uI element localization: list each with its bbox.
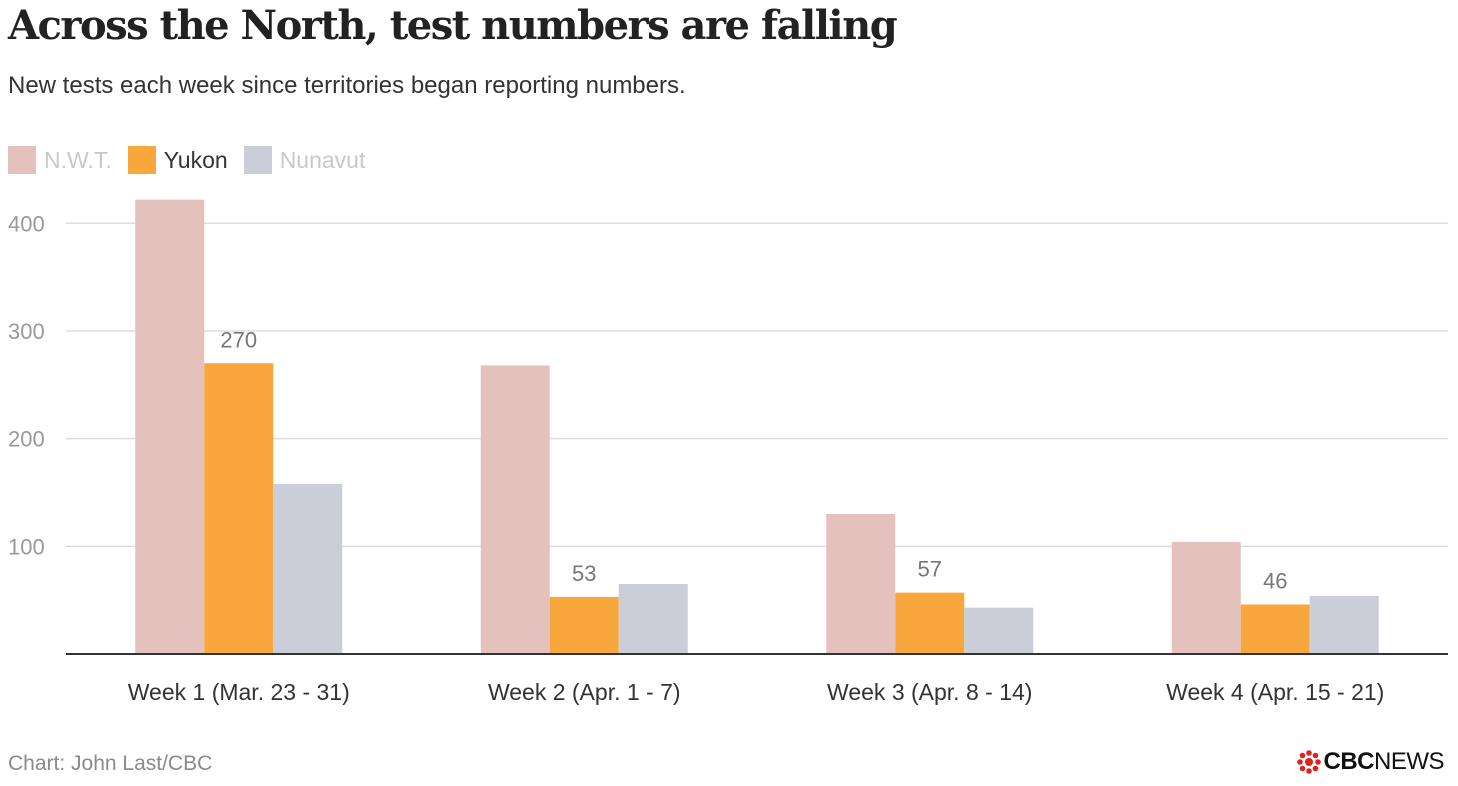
x-tick-label: Week 3 (Apr. 8 - 14) bbox=[827, 679, 1032, 705]
bar-nwt bbox=[135, 199, 205, 654]
logo-text-bold: CBC bbox=[1323, 748, 1375, 775]
bar-nwt bbox=[1171, 542, 1241, 654]
bar-nunavut bbox=[618, 584, 688, 654]
bar-yukon bbox=[1240, 604, 1310, 654]
bar-yukon bbox=[895, 592, 965, 654]
data-label: 57 bbox=[918, 557, 942, 582]
y-tick-label: 400 bbox=[8, 211, 45, 236]
cbc-news-logo: CBCNEWS bbox=[1296, 748, 1445, 776]
y-tick-label: 300 bbox=[8, 319, 45, 344]
legend-label-yukon: Yukon bbox=[163, 146, 228, 173]
bar-nunavut bbox=[964, 607, 1034, 654]
x-tick-label: Week 1 (Mar. 23 - 31) bbox=[128, 679, 350, 705]
chart-source: Chart: John Last/CBC bbox=[8, 752, 213, 775]
legend-item-nwt[interactable]: N.W.T. bbox=[8, 146, 112, 174]
legend-swatch-nwt bbox=[8, 146, 36, 174]
y-tick-label: 100 bbox=[8, 534, 45, 559]
bar-nwt bbox=[480, 365, 550, 654]
legend: N.W.T. Yukon Nunavut bbox=[8, 146, 381, 174]
data-label: 270 bbox=[220, 327, 257, 352]
bar-nunavut bbox=[273, 483, 343, 654]
cbc-gem-icon bbox=[1296, 750, 1321, 774]
bar-nunavut bbox=[1309, 595, 1379, 654]
chart-subtitle: New tests each week since territories be… bbox=[8, 72, 686, 99]
legend-item-yukon[interactable]: Yukon bbox=[127, 146, 228, 174]
x-tick-label: Week 2 (Apr. 1 - 7) bbox=[488, 679, 681, 705]
legend-item-nunavut[interactable]: Nunavut bbox=[243, 146, 366, 174]
logo-text-light: NEWS bbox=[1374, 748, 1445, 775]
y-tick-label: 200 bbox=[8, 427, 45, 452]
chart-title: Across the North, test numbers are falli… bbox=[8, 2, 898, 49]
legend-label-nwt: N.W.T. bbox=[44, 146, 112, 173]
x-tick-label: Week 4 (Apr. 15 - 21) bbox=[1166, 679, 1384, 705]
legend-label-nunavut: Nunavut bbox=[279, 146, 366, 173]
legend-swatch-yukon bbox=[127, 146, 156, 174]
legend-swatch-nunavut bbox=[243, 146, 272, 174]
bar-yukon bbox=[204, 363, 274, 654]
bar-yukon bbox=[549, 596, 619, 654]
data-label: 53 bbox=[572, 561, 596, 586]
bar-nwt bbox=[826, 514, 896, 654]
data-label: 46 bbox=[1263, 568, 1287, 593]
